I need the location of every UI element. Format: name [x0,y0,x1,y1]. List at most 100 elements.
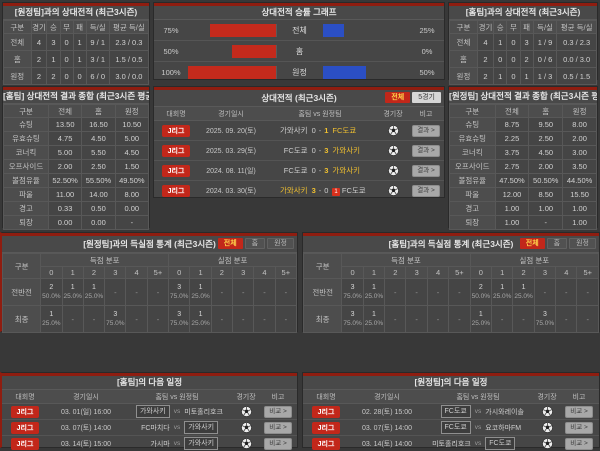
table-row: 원정 2 2 0 0 6 / 0 3.0 / 0.0 [3,67,150,85]
filter-button-원정[interactable]: 원정 [569,238,596,249]
filter-button-전체[interactable]: 전체 [519,238,545,249]
league-cell: J리그 [154,144,198,157]
league-badge: J리그 [161,184,191,197]
panel-title: 상대전적 (최근3시즌) 전체 5경기 [154,90,444,107]
filter-button-홈[interactable]: 홈 [244,238,266,249]
distribution-cell: 1 25.0% [362,278,386,306]
section-accent-bar [154,87,444,90]
vs-label: vs [474,440,482,447]
stat-cell: 4.50 [528,145,564,160]
result-button[interactable]: 결과 > [412,144,440,157]
stat-cell: 5.50 [81,145,116,160]
goals-vs-home-stats-panel: [홈팀]과의 득실점 통계 (최근3시즌) 전체 홈 원정 구분 득점 분포 실점 분포… [302,232,600,333]
home-team-name: 가와사키 [124,405,170,418]
stadium-header: 경기장 [236,393,256,401]
soccer-ball-icon [541,422,553,433]
row-label: 유효슈팅 [3,131,49,146]
empty-value: - [500,314,504,324]
match-teams: 가와사키 vs 미토홀리호크 [124,405,230,418]
result-button[interactable]: 결과 > [412,124,440,137]
result-button[interactable]: 결과 > [412,184,440,197]
stat-cell: 55.50% [81,173,116,188]
winrate-row-label: 홈 [295,46,304,56]
result-button[interactable]: 결과 > [412,164,440,177]
stat-cell: 1.5 / 0.5 [108,50,150,68]
stadium-cell [376,145,410,156]
stat-cell: 1.00 [494,215,530,230]
away-team-name: 미토홀리호크 [184,407,230,417]
row-label: 슈팅 [3,117,49,132]
away-score: 1 [324,126,329,135]
away-team-text: 가와사키 [184,421,219,434]
percent-value: 25.0% [191,320,210,327]
section-accent-bar [154,3,444,6]
distribution-row: 최종 1 25.0% - - 3 75.0% - - 3 75.0% 1 25.0% - - - - [1,305,298,333]
filter-button-홈[interactable]: 홈 [546,238,568,249]
match-date: 2025. 09. 20(토) [205,127,257,135]
stat-cell: 4 [30,33,48,51]
soccer-ball-icon [387,165,399,176]
compare-button[interactable]: 비교 > [565,405,593,418]
distribution-row: 전반전 2 50.0% 1 25.0% 1 25.0% - - - 3 75.0% 1 25.0% - - - - [1,278,298,306]
column-header: 승 [493,20,508,34]
percent-value: 75.0% [170,293,189,300]
bin-header: 5+ [576,266,599,279]
stat-cell: 6 / 0 [85,67,110,85]
column-header: 구분 [3,20,32,34]
stat-cell: 2 [46,67,61,85]
compare-button[interactable]: 비교 > [264,421,292,434]
stat-cell: 44.50% [562,173,597,188]
away-score: 3 [324,146,329,155]
panel-title-text: [홈팀]과의 득실점 통계 (최근3시즌) [388,239,514,249]
home-score: 0 [311,126,316,135]
empty-value: - [135,314,138,324]
stat-cell: 1 [72,33,87,51]
empty-value: - [220,287,224,297]
away-team-h2h-record-panel: [홈팀]과의 상대전적 (최근3시즌) 구분 경기 승 무 패 득/실 평균 득/실 전체 4 1… [448,2,598,85]
schedule-row: J리그 03. 07(토) 14:00 FC도쿄 vs 요코하마FM 비교 > [303,420,599,436]
filter-button-전체[interactable]: 전체 [385,92,411,103]
home-winrate-bar [231,44,276,58]
stat-cell: 49.50% [114,173,150,188]
empty-value: - [565,314,568,324]
percent-value: 75.0% [343,320,362,327]
distribution-cell: - [555,305,578,333]
row-label: 오프사이드 [449,159,496,174]
filter-button-원정[interactable]: 원정 [267,238,294,249]
empty-value: - [458,314,461,324]
league-badge: J리그 [10,405,40,418]
winrate-row: 75% 전체 25% [154,20,444,41]
group-header-row: 구분 득점 분포 실점 분포 [1,253,297,279]
percent-value: 50.0% [471,293,491,300]
empty-value: - [543,287,547,297]
away-team-text: 미토홀리호크 [184,408,223,416]
stat-cell: 0.00 [47,215,83,230]
away-team-name: 가와사키 [332,166,361,175]
column-header: 전체 [494,104,530,118]
match-datetime: 03. 14(토) 15:00 [60,440,112,448]
compare-button[interactable]: 비교 > [264,405,292,418]
compare-button[interactable]: 비교 > [565,421,593,434]
note-cell: 결과 > [410,124,442,137]
stat-cell: 2.00 [47,159,83,174]
stadium-cell [531,422,563,433]
filter-button-전체[interactable]: 전체 [217,238,243,249]
home-team-name: FC도쿄 [283,166,308,175]
column-header: 평균 득/실 [108,20,150,34]
home-team-h2h-summary-panel: [홈팀] 상대전적 결과 종합 (최근3시즌 평균) 구분 전체 홈 원정 슈팅 13.5… [2,86,150,230]
stat-cell: 4.50 [81,131,116,146]
percent-value: 25.0% [42,320,61,327]
vs-label: vs [173,440,181,447]
list-header-row: 대회명 경기일시 홈팀 vs 원정팀 경기장 비고 [2,390,297,404]
empty-value: - [394,287,397,297]
percent-value: 75.0% [170,320,189,327]
soccer-ball-icon [240,438,252,449]
distribution-cell: 3 75.0% [341,278,364,306]
soccer-ball-icon [541,406,553,417]
data-table: 구분 전체 홈 원정 슈팅 8.75 9.50 8.00 유효슈팅 2.25 2.50 2.00 코너킥… [449,104,597,230]
bin-header: 1 [362,266,386,279]
stat-cell: 52.50% [47,173,83,188]
filter-button-5경기[interactable]: 5경기 [412,92,441,103]
list-header-row: 대회명 경기일시 홈팀 vs 원정팀 경기장 비고 [303,390,599,404]
